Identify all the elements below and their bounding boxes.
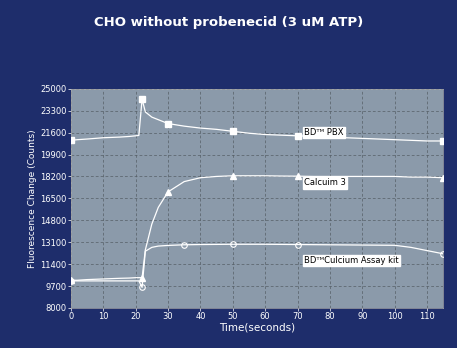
X-axis label: Time(seconds): Time(seconds) [219,323,295,333]
Text: BDᵀᴹCulcium Assay kit: BDᵀᴹCulcium Assay kit [304,256,399,265]
Text: CHO without probenecid (3 uM ATP): CHO without probenecid (3 uM ATP) [94,16,363,29]
Text: Calcuim 3: Calcuim 3 [304,179,346,187]
Y-axis label: Fluorescence Change (Counts): Fluorescence Change (Counts) [28,129,37,268]
Text: BDᵀᴹ PBX: BDᵀᴹ PBX [304,128,344,137]
